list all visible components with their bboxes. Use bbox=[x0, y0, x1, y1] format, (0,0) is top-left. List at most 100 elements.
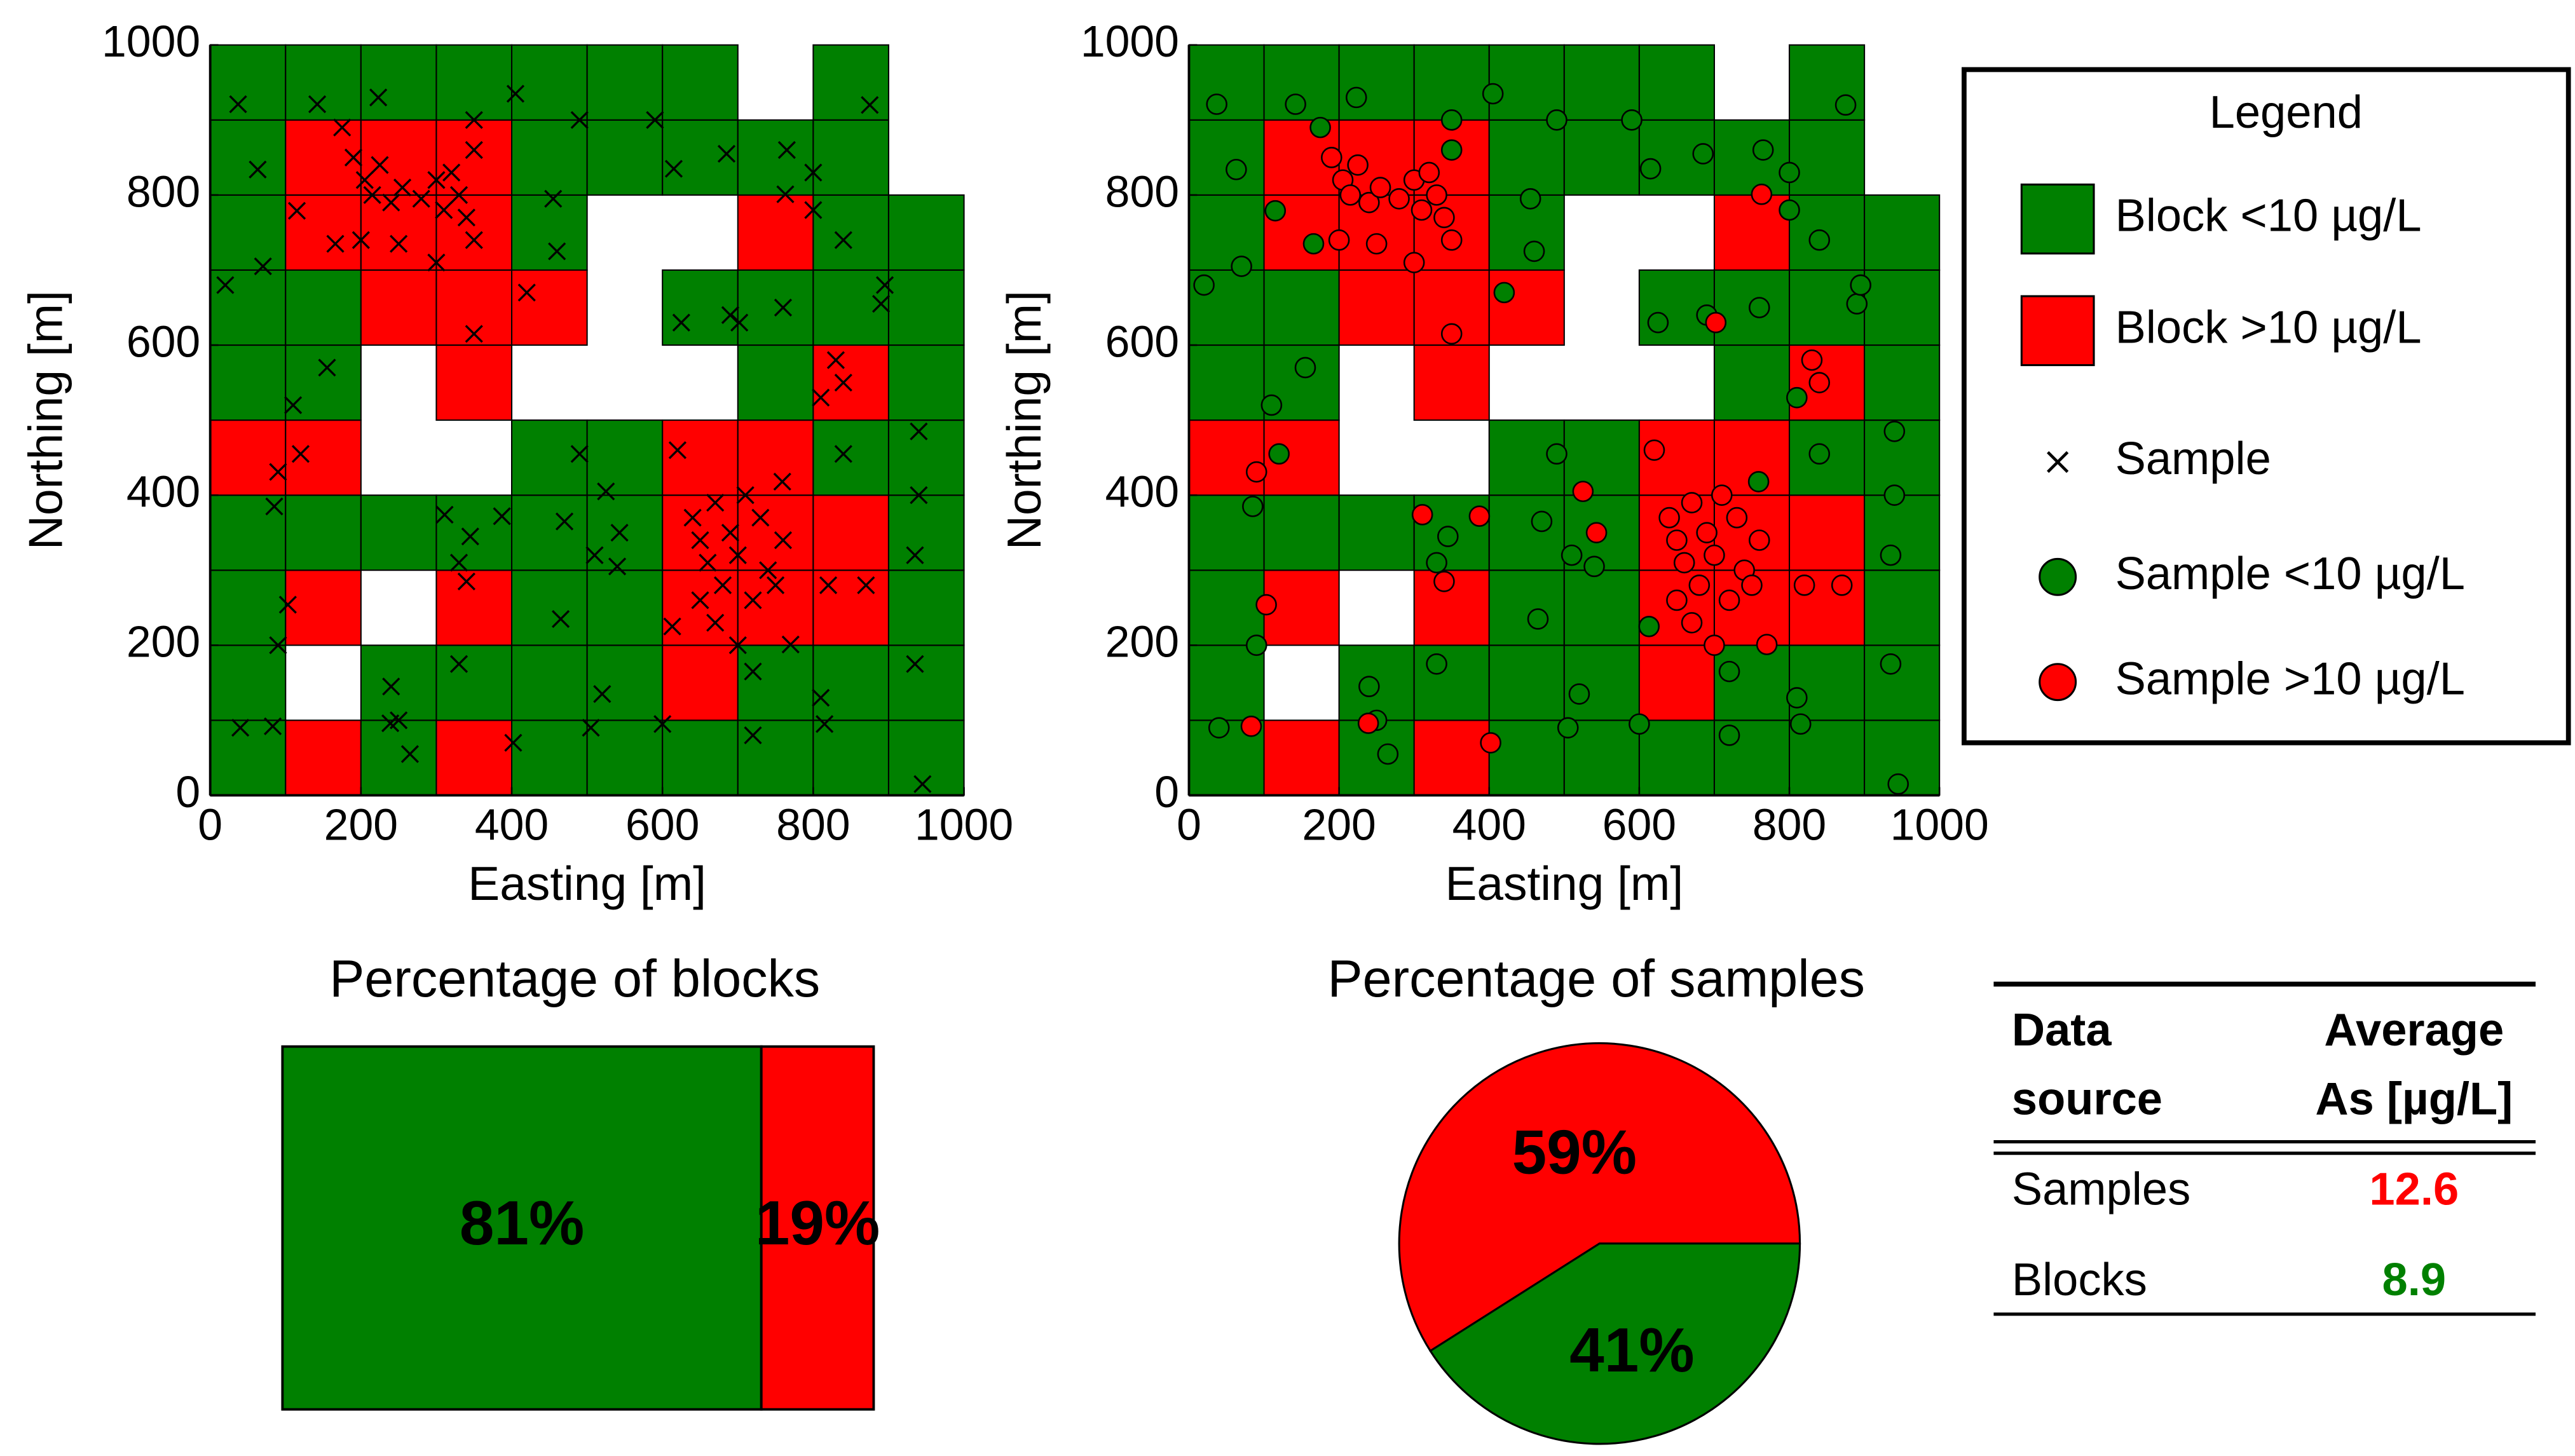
sample-marker bbox=[1801, 349, 1823, 371]
sample-marker bbox=[1245, 634, 1267, 657]
sample-marker bbox=[663, 617, 681, 636]
sample-marker bbox=[1557, 717, 1579, 738]
block bbox=[360, 494, 437, 571]
block bbox=[209, 119, 287, 196]
sample-marker bbox=[1328, 229, 1350, 251]
block bbox=[1263, 269, 1340, 346]
block bbox=[737, 644, 814, 721]
sample-marker bbox=[1358, 191, 1380, 214]
y-tick-label: 800 bbox=[1105, 167, 1179, 216]
sample-marker bbox=[1666, 589, 1688, 611]
sample-marker bbox=[1240, 716, 1262, 737]
block bbox=[1864, 569, 1941, 646]
sample-marker bbox=[1718, 660, 1740, 683]
sample-marker bbox=[910, 486, 928, 505]
sample-marker bbox=[1749, 297, 1770, 318]
sample-marker bbox=[1629, 713, 1650, 735]
legend-label: Sample bbox=[2115, 433, 2271, 484]
sample-marker bbox=[834, 231, 852, 249]
sample-marker bbox=[1779, 199, 1800, 221]
sample-marker bbox=[1345, 86, 1367, 109]
sample-marker bbox=[555, 512, 574, 531]
legend-label: Sample <10 µg/L bbox=[2115, 548, 2465, 599]
block bbox=[812, 119, 889, 196]
y-tick-label: 200 bbox=[126, 617, 200, 667]
block bbox=[285, 269, 362, 346]
sample-marker bbox=[449, 655, 468, 673]
sample-marker bbox=[1834, 94, 1857, 116]
sample-marker bbox=[216, 276, 235, 294]
sample-marker bbox=[1572, 480, 1594, 503]
legend-swatch bbox=[2039, 663, 2077, 702]
legend-label: Block <10 µg/L bbox=[2115, 191, 2422, 242]
block bbox=[662, 44, 739, 121]
block bbox=[586, 719, 664, 796]
sample-marker bbox=[1440, 229, 1463, 251]
sample-marker bbox=[1704, 544, 1725, 566]
sample-marker bbox=[1357, 712, 1379, 734]
sample-marker bbox=[249, 160, 267, 179]
value-label: 59% bbox=[1512, 1117, 1637, 1187]
sample-marker bbox=[1583, 555, 1605, 578]
sample-marker bbox=[1658, 507, 1680, 529]
x-axis-label: Easting [m] bbox=[1445, 857, 1683, 910]
sample-marker bbox=[457, 572, 475, 591]
sample-marker bbox=[231, 719, 250, 737]
block bbox=[1338, 269, 1415, 346]
sample-marker bbox=[1369, 177, 1391, 198]
sample-marker bbox=[1410, 199, 1433, 221]
sample-marker bbox=[1666, 529, 1688, 551]
sample-marker bbox=[1808, 443, 1831, 465]
block bbox=[209, 44, 287, 121]
sample-marker bbox=[1527, 608, 1549, 630]
sample-marker bbox=[1411, 504, 1433, 526]
sample-marker bbox=[1726, 507, 1748, 529]
sample-marker bbox=[517, 283, 536, 302]
sample-marker bbox=[1426, 184, 1447, 206]
block bbox=[360, 44, 437, 121]
block bbox=[285, 494, 362, 571]
sample-marker bbox=[816, 715, 834, 733]
sample-marker bbox=[442, 163, 461, 182]
value-label: 41% bbox=[1569, 1315, 1694, 1385]
sample-marker bbox=[1226, 158, 1247, 180]
sample-marker bbox=[393, 178, 412, 197]
sample-marker bbox=[819, 576, 838, 594]
y-tick-label: 600 bbox=[1105, 316, 1179, 366]
sample-marker bbox=[1681, 612, 1703, 634]
x-tick-label: 0 bbox=[1177, 800, 1201, 850]
sample-marker bbox=[1440, 109, 1463, 131]
sample-marker bbox=[1426, 552, 1447, 574]
x-tick-label: 600 bbox=[625, 800, 699, 850]
sample-marker bbox=[1704, 634, 1725, 657]
sample-marker bbox=[875, 276, 894, 294]
x-axis-label: Easting [m] bbox=[468, 857, 706, 910]
sample-marker bbox=[381, 714, 400, 733]
sample-marker bbox=[913, 775, 932, 793]
sample-marker bbox=[706, 493, 725, 512]
block bbox=[285, 194, 362, 271]
sample-marker bbox=[1747, 471, 1770, 493]
sample-marker bbox=[1546, 109, 1568, 131]
value-label: 81% bbox=[460, 1188, 584, 1258]
sample-marker bbox=[1260, 394, 1283, 416]
legend-box bbox=[1962, 67, 2571, 745]
sample-marker bbox=[593, 684, 611, 704]
sample-marker bbox=[1208, 717, 1230, 738]
sample-marker bbox=[1403, 252, 1425, 273]
sample-marker bbox=[269, 636, 287, 655]
sample-marker bbox=[449, 186, 468, 204]
block bbox=[812, 419, 889, 496]
sample-marker bbox=[1643, 439, 1665, 461]
sample-marker bbox=[1294, 357, 1316, 379]
sample-marker bbox=[287, 201, 306, 220]
block bbox=[1488, 494, 1565, 571]
sample-marker bbox=[1808, 229, 1831, 251]
block bbox=[510, 269, 588, 346]
sample-marker bbox=[721, 306, 740, 324]
sample-marker bbox=[308, 95, 327, 114]
block bbox=[812, 644, 889, 721]
block bbox=[510, 119, 588, 196]
sample-marker bbox=[506, 85, 525, 103]
sample-marker bbox=[668, 441, 687, 459]
